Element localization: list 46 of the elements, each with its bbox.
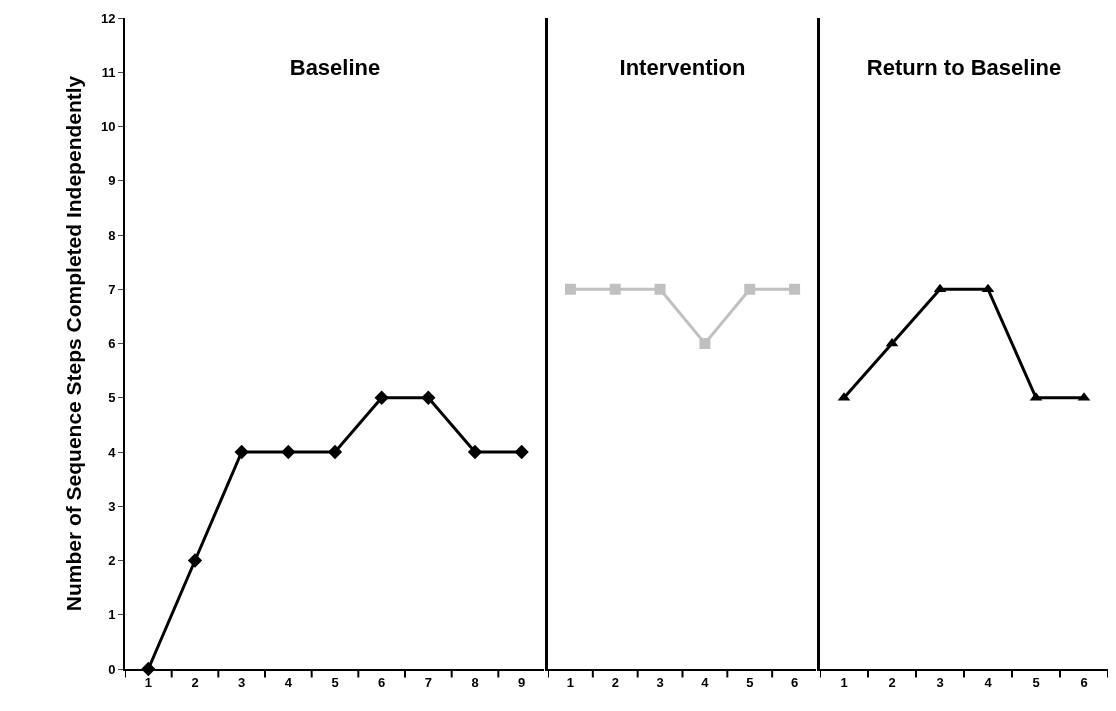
x-tick-label: 4 xyxy=(284,674,293,690)
x-tick-label: 3 xyxy=(936,674,944,690)
y-tick-label: 9 xyxy=(108,173,116,189)
x-tick-label: 1 xyxy=(566,674,575,690)
x-tick-label: 1 xyxy=(144,674,152,690)
y-tick-label: 1 xyxy=(108,607,116,623)
text: Baseline xyxy=(289,54,381,80)
point xyxy=(421,390,436,405)
point xyxy=(514,444,529,460)
y-tick-label: 10 xyxy=(100,119,116,135)
y-tick-label: 3 xyxy=(108,498,116,514)
point xyxy=(374,390,389,405)
x-tick-label: 5 xyxy=(1032,674,1040,690)
y-axis-title: Number of Sequence Steps Completed Independently xyxy=(61,75,85,612)
y-tick-label: 5 xyxy=(108,390,116,406)
point xyxy=(467,444,483,460)
text: Intervention xyxy=(619,54,746,80)
x-tick-label: 3 xyxy=(238,674,246,690)
x-tick-label: 4 xyxy=(701,674,710,690)
x-tick-label: 2 xyxy=(611,674,619,690)
y-tick-label: 4 xyxy=(108,444,117,460)
x-tick-label: 8 xyxy=(471,674,479,690)
point xyxy=(327,444,343,460)
x-tick-label: 2 xyxy=(888,674,896,690)
y-tick-label: 6 xyxy=(108,336,116,352)
text: Return to Baseline xyxy=(866,54,1062,80)
point xyxy=(187,553,203,568)
y-tick-label: 11 xyxy=(101,64,116,80)
x-tick-label: 4 xyxy=(984,674,993,690)
y-tick-label: 8 xyxy=(108,227,116,243)
point xyxy=(234,444,249,460)
x-tick-label: 6 xyxy=(790,674,799,690)
x-tick-label: 6 xyxy=(378,674,386,690)
x-tick-label: 1 xyxy=(840,674,848,690)
x-tick-label: 6 xyxy=(1080,674,1088,690)
x-tick-label: 9 xyxy=(518,674,526,690)
x-tick-label: 5 xyxy=(331,674,339,690)
y-tick-label: 7 xyxy=(108,281,116,297)
x-tick-label: 2 xyxy=(191,674,199,690)
y-tick-label: 12 xyxy=(100,10,116,26)
x-tick-label: 7 xyxy=(424,674,432,690)
x-tick-label: 5 xyxy=(746,674,754,690)
point xyxy=(281,444,296,460)
y-tick-label: 2 xyxy=(108,553,116,569)
x-tick-label: 3 xyxy=(656,674,664,690)
y-tick-label: 0 xyxy=(108,661,116,677)
